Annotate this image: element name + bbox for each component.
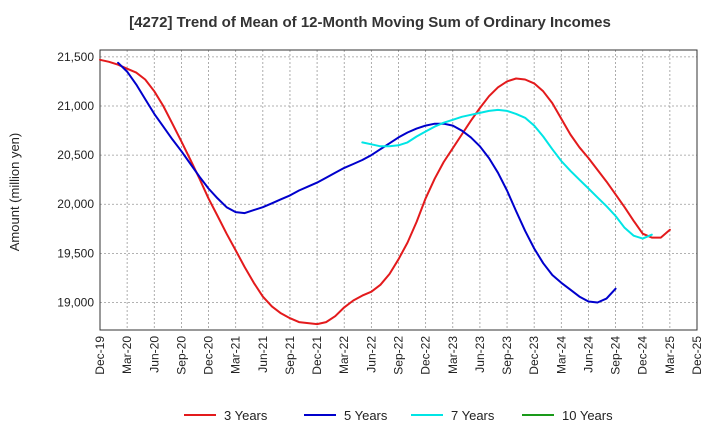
y-axis-label: Amount (million yen): [7, 133, 22, 252]
series-line-7-years: [361, 108, 653, 240]
y-tick-label: 20,500: [57, 148, 94, 162]
x-tick-label: Mar-24: [554, 336, 568, 374]
x-tick-label: Dec-22: [419, 336, 433, 375]
x-tick-label: Dec-23: [527, 336, 541, 375]
legend-label: 5 Years: [344, 408, 388, 423]
x-tick-label: Mar-21: [229, 336, 243, 374]
grid: [100, 50, 697, 330]
chart-title: [4272] Trend of Mean of 12-Month Moving …: [129, 14, 611, 31]
x-tick-label: Mar-25: [663, 336, 677, 374]
x-tick-label: Mar-20: [120, 336, 134, 374]
x-tick-label: Jun-21: [256, 336, 270, 373]
x-tick-label: Sep-22: [392, 336, 406, 375]
y-tick-label: 19,000: [57, 295, 94, 309]
x-tick-label: Dec-24: [636, 336, 650, 375]
x-tick-label: Jun-24: [581, 336, 595, 373]
legend: 3 Years 5 Years 7 Years 10 Years: [184, 408, 613, 423]
x-tick-label: Mar-23: [446, 336, 460, 374]
x-tick-label: Sep-21: [283, 336, 297, 375]
series-line-5-years: [117, 61, 617, 304]
series-line-3-years: [99, 58, 671, 326]
y-tick-label: 21,500: [57, 50, 94, 64]
x-tick-label: Jun-20: [147, 336, 161, 373]
x-tick-label: Sep-23: [500, 336, 514, 375]
x-tick-label: Dec-19: [93, 336, 107, 375]
axes: Dec-19 Mar-20 Jun-20 Sep-20 Dec-20 Mar-21 Jun-…: [57, 49, 704, 375]
x-tick-label: Jun-22: [364, 336, 378, 373]
plot-frame: [99, 49, 698, 331]
legend-label: 3 Years: [224, 408, 268, 423]
x-tick-label: Dec-25: [690, 336, 704, 375]
x-tick-label: Dec-21: [310, 336, 324, 375]
x-tick-label: Sep-24: [609, 336, 623, 375]
x-tick-label: Sep-20: [174, 336, 188, 375]
y-tick-label: 21,000: [57, 99, 94, 113]
series-lines: [99, 58, 671, 326]
x-tick-label: Dec-20: [202, 336, 216, 375]
x-tick-label: Mar-22: [337, 336, 351, 374]
y-tick-label: 19,500: [57, 246, 94, 260]
legend-label: 10 Years: [562, 408, 613, 423]
x-tick-label: Jun-23: [473, 336, 487, 373]
legend-label: 7 Years: [451, 408, 495, 423]
y-tick-label: 20,000: [57, 197, 94, 211]
